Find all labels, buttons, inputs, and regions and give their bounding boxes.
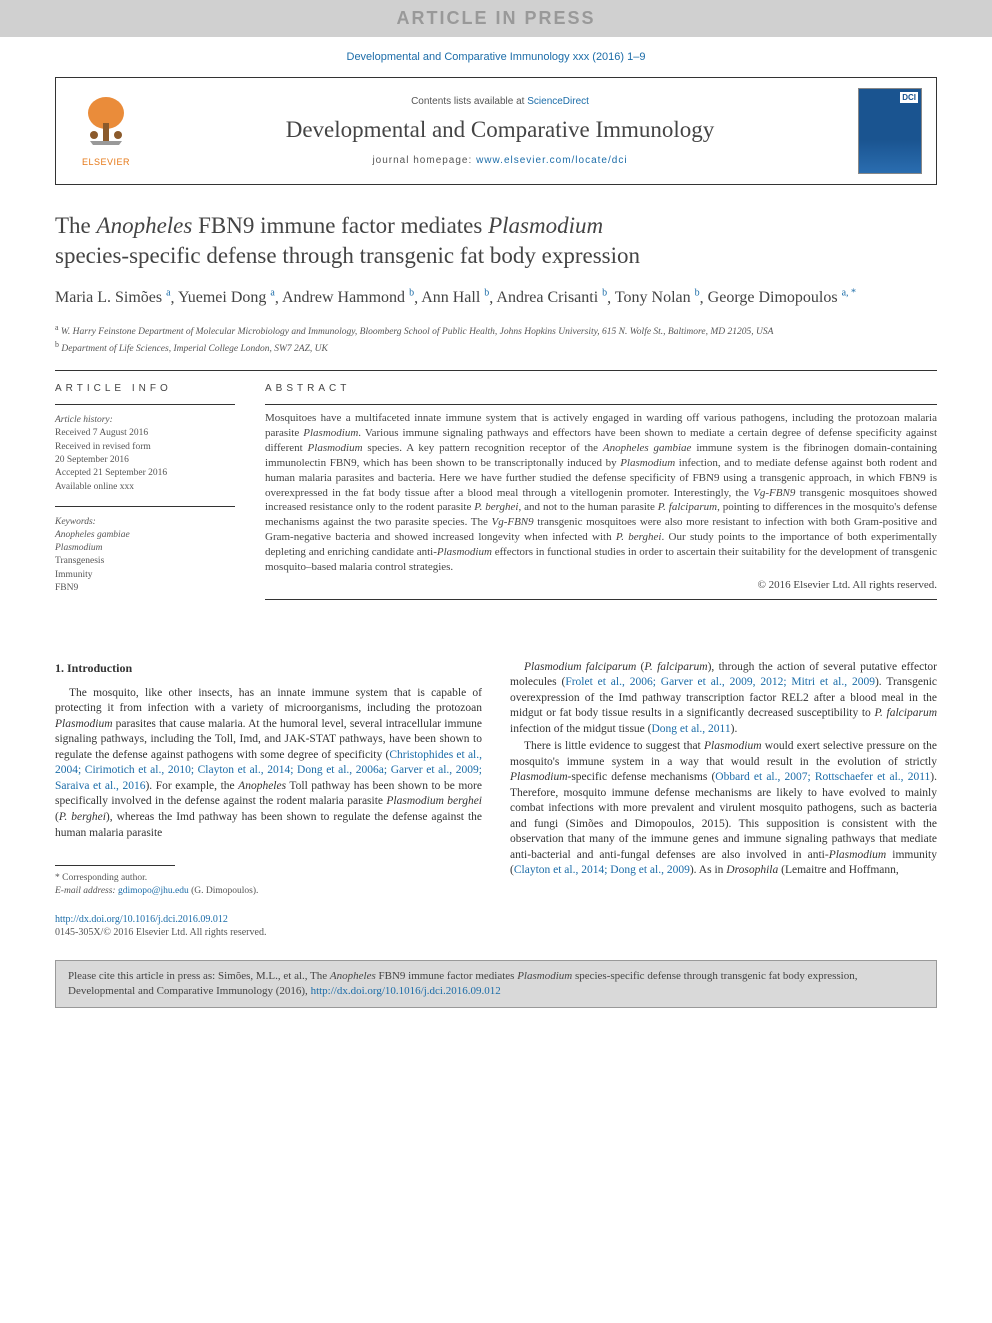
keyword: FBN9 — [55, 582, 235, 595]
right-paragraphs: Plasmodium falciparum (P. falciparum), t… — [510, 660, 937, 879]
history-line: Received in revised form — [55, 441, 235, 454]
abstract-copyright: © 2016 Elsevier Ltd. All rights reserved… — [265, 579, 937, 591]
affiliation: a W. Harry Feinstone Department of Molec… — [55, 322, 937, 339]
history-head: Article history: — [55, 415, 235, 425]
homepage-prefix: journal homepage: — [372, 155, 476, 166]
issn-copyright: 0145-305X/© 2016 Elsevier Ltd. All right… — [55, 927, 266, 938]
elsevier-logo[interactable]: ELSEVIER — [70, 95, 142, 167]
keyword: Transgenesis — [55, 555, 235, 568]
homepage-line: journal homepage: www.elsevier.com/locat… — [142, 155, 858, 166]
citation-box: Please cite this article in press as: Si… — [55, 960, 937, 1009]
journal-name: Developmental and Comparative Immunology — [142, 117, 858, 143]
footnotes: * Corresponding author. E-mail address: … — [55, 872, 482, 899]
article-in-press-banner: ARTICLE IN PRESS — [0, 0, 992, 37]
author: Maria L. Simões a — [55, 289, 171, 306]
article-info-heading: ARTICLE INFO — [55, 383, 235, 394]
info-divider — [55, 404, 235, 405]
keywords-lines: Anopheles gambiaePlasmodiumTransgenesisI… — [55, 529, 235, 595]
elsevier-tree-icon — [80, 95, 132, 149]
history-line: Available online xxx — [55, 481, 235, 494]
keywords-head: Keywords: — [55, 517, 235, 527]
left-paragraphs: The mosquito, like other insects, has an… — [55, 686, 482, 841]
doi-link[interactable]: http://dx.doi.org/10.1016/j.dci.2016.09.… — [55, 914, 228, 925]
abstract-divider — [265, 404, 937, 405]
keyword: Anopheles gambiae — [55, 529, 235, 542]
author-affil-sup: a — [166, 288, 170, 299]
footnote-divider — [55, 865, 175, 866]
doi-section: http://dx.doi.org/10.1016/j.dci.2016.09.… — [55, 913, 482, 940]
author: Yuemei Dong a — [178, 289, 275, 306]
email-line: E-mail address: gdimopo@jhu.edu (G. Dimo… — [55, 885, 482, 898]
author-affil-sup: b — [695, 288, 700, 299]
body-columns: 1. Introduction The mosquito, like other… — [55, 660, 937, 940]
contents-prefix: Contents lists available at — [411, 96, 527, 107]
author: Andrea Crisanti b — [496, 289, 607, 306]
author: George Dimopoulos a, * — [708, 289, 856, 306]
left-column: 1. Introduction The mosquito, like other… — [55, 660, 482, 940]
body-paragraph: The mosquito, like other insects, has an… — [55, 686, 482, 841]
author-affil-sup: a — [270, 288, 274, 299]
banner-text: ARTICLE IN PRESS — [396, 8, 595, 28]
keyword: Plasmodium — [55, 542, 235, 555]
cite-doi-link[interactable]: http://dx.doi.org/10.1016/j.dci.2016.09.… — [311, 985, 501, 997]
affiliation: b Department of Life Sciences, Imperial … — [55, 339, 937, 356]
citation-link[interactable]: Clayton et al., 2014; Dong et al., 2009 — [514, 864, 690, 876]
citation-link[interactable]: Obbard et al., 2007; Rottschaefer et al.… — [715, 771, 930, 783]
affiliations: a W. Harry Feinstone Department of Molec… — [55, 322, 937, 357]
history-lines: Received 7 August 2016Received in revise… — [55, 427, 235, 493]
abstract-text: Mosquitoes have a multifaceted innate im… — [265, 411, 937, 574]
article-title: The Anopheles FBN9 immune factor mediate… — [55, 211, 937, 271]
info-abstract-row: ARTICLE INFO Article history: Received 7… — [55, 383, 937, 599]
keyword: Immunity — [55, 569, 235, 582]
journal-cover-thumbnail[interactable]: DCI — [858, 88, 922, 174]
sciencedirect-link[interactable]: ScienceDirect — [527, 96, 589, 107]
journal-header: ELSEVIER Contents lists available at Sci… — [55, 77, 937, 185]
history-line: Received 7 August 2016 — [55, 427, 235, 440]
author: Ann Hall b — [421, 289, 489, 306]
email-link[interactable]: gdimopo@jhu.edu — [118, 886, 189, 896]
author-list: Maria L. Simões a, Yuemei Dong a, Andrew… — [55, 287, 937, 310]
contents-available-line: Contents lists available at ScienceDirec… — [142, 96, 858, 107]
abstract-column: ABSTRACT Mosquitoes have a multifaceted … — [265, 383, 937, 599]
section-heading: 1. Introduction — [55, 660, 482, 676]
citation-link[interactable]: Frolet et al., 2006; Garver et al., 2009… — [565, 676, 875, 688]
body-paragraph: Plasmodium falciparum (P. falciparum), t… — [510, 660, 937, 738]
body-paragraph: There is little evidence to suggest that… — [510, 739, 937, 879]
abstract-end-divider — [265, 599, 937, 600]
author-affil-sup: b — [409, 288, 414, 299]
header-center: Contents lists available at ScienceDirec… — [142, 96, 858, 166]
journal-reference: Developmental and Comparative Immunology… — [0, 37, 992, 77]
cover-badge: DCI — [900, 92, 918, 103]
history-line: 20 September 2016 — [55, 454, 235, 467]
elsevier-text: ELSEVIER — [70, 157, 142, 167]
history-line: Accepted 21 September 2016 — [55, 467, 235, 480]
abstract-heading: ABSTRACT — [265, 383, 937, 394]
right-column: Plasmodium falciparum (P. falciparum), t… — [510, 660, 937, 940]
author-affil-sup: b — [484, 288, 489, 299]
author-affil-sup: a, * — [842, 288, 856, 299]
homepage-link[interactable]: www.elsevier.com/locate/dci — [476, 155, 628, 166]
author: Tony Nolan b — [615, 289, 700, 306]
author-affil-sup: b — [602, 288, 607, 299]
corresponding-author: * Corresponding author. — [55, 872, 482, 885]
article-info: ARTICLE INFO Article history: Received 7… — [55, 383, 235, 599]
info-divider — [55, 506, 235, 507]
divider — [55, 370, 937, 371]
author: Andrew Hammond b — [282, 289, 414, 306]
citation-link[interactable]: Dong et al., 2011 — [652, 723, 731, 735]
